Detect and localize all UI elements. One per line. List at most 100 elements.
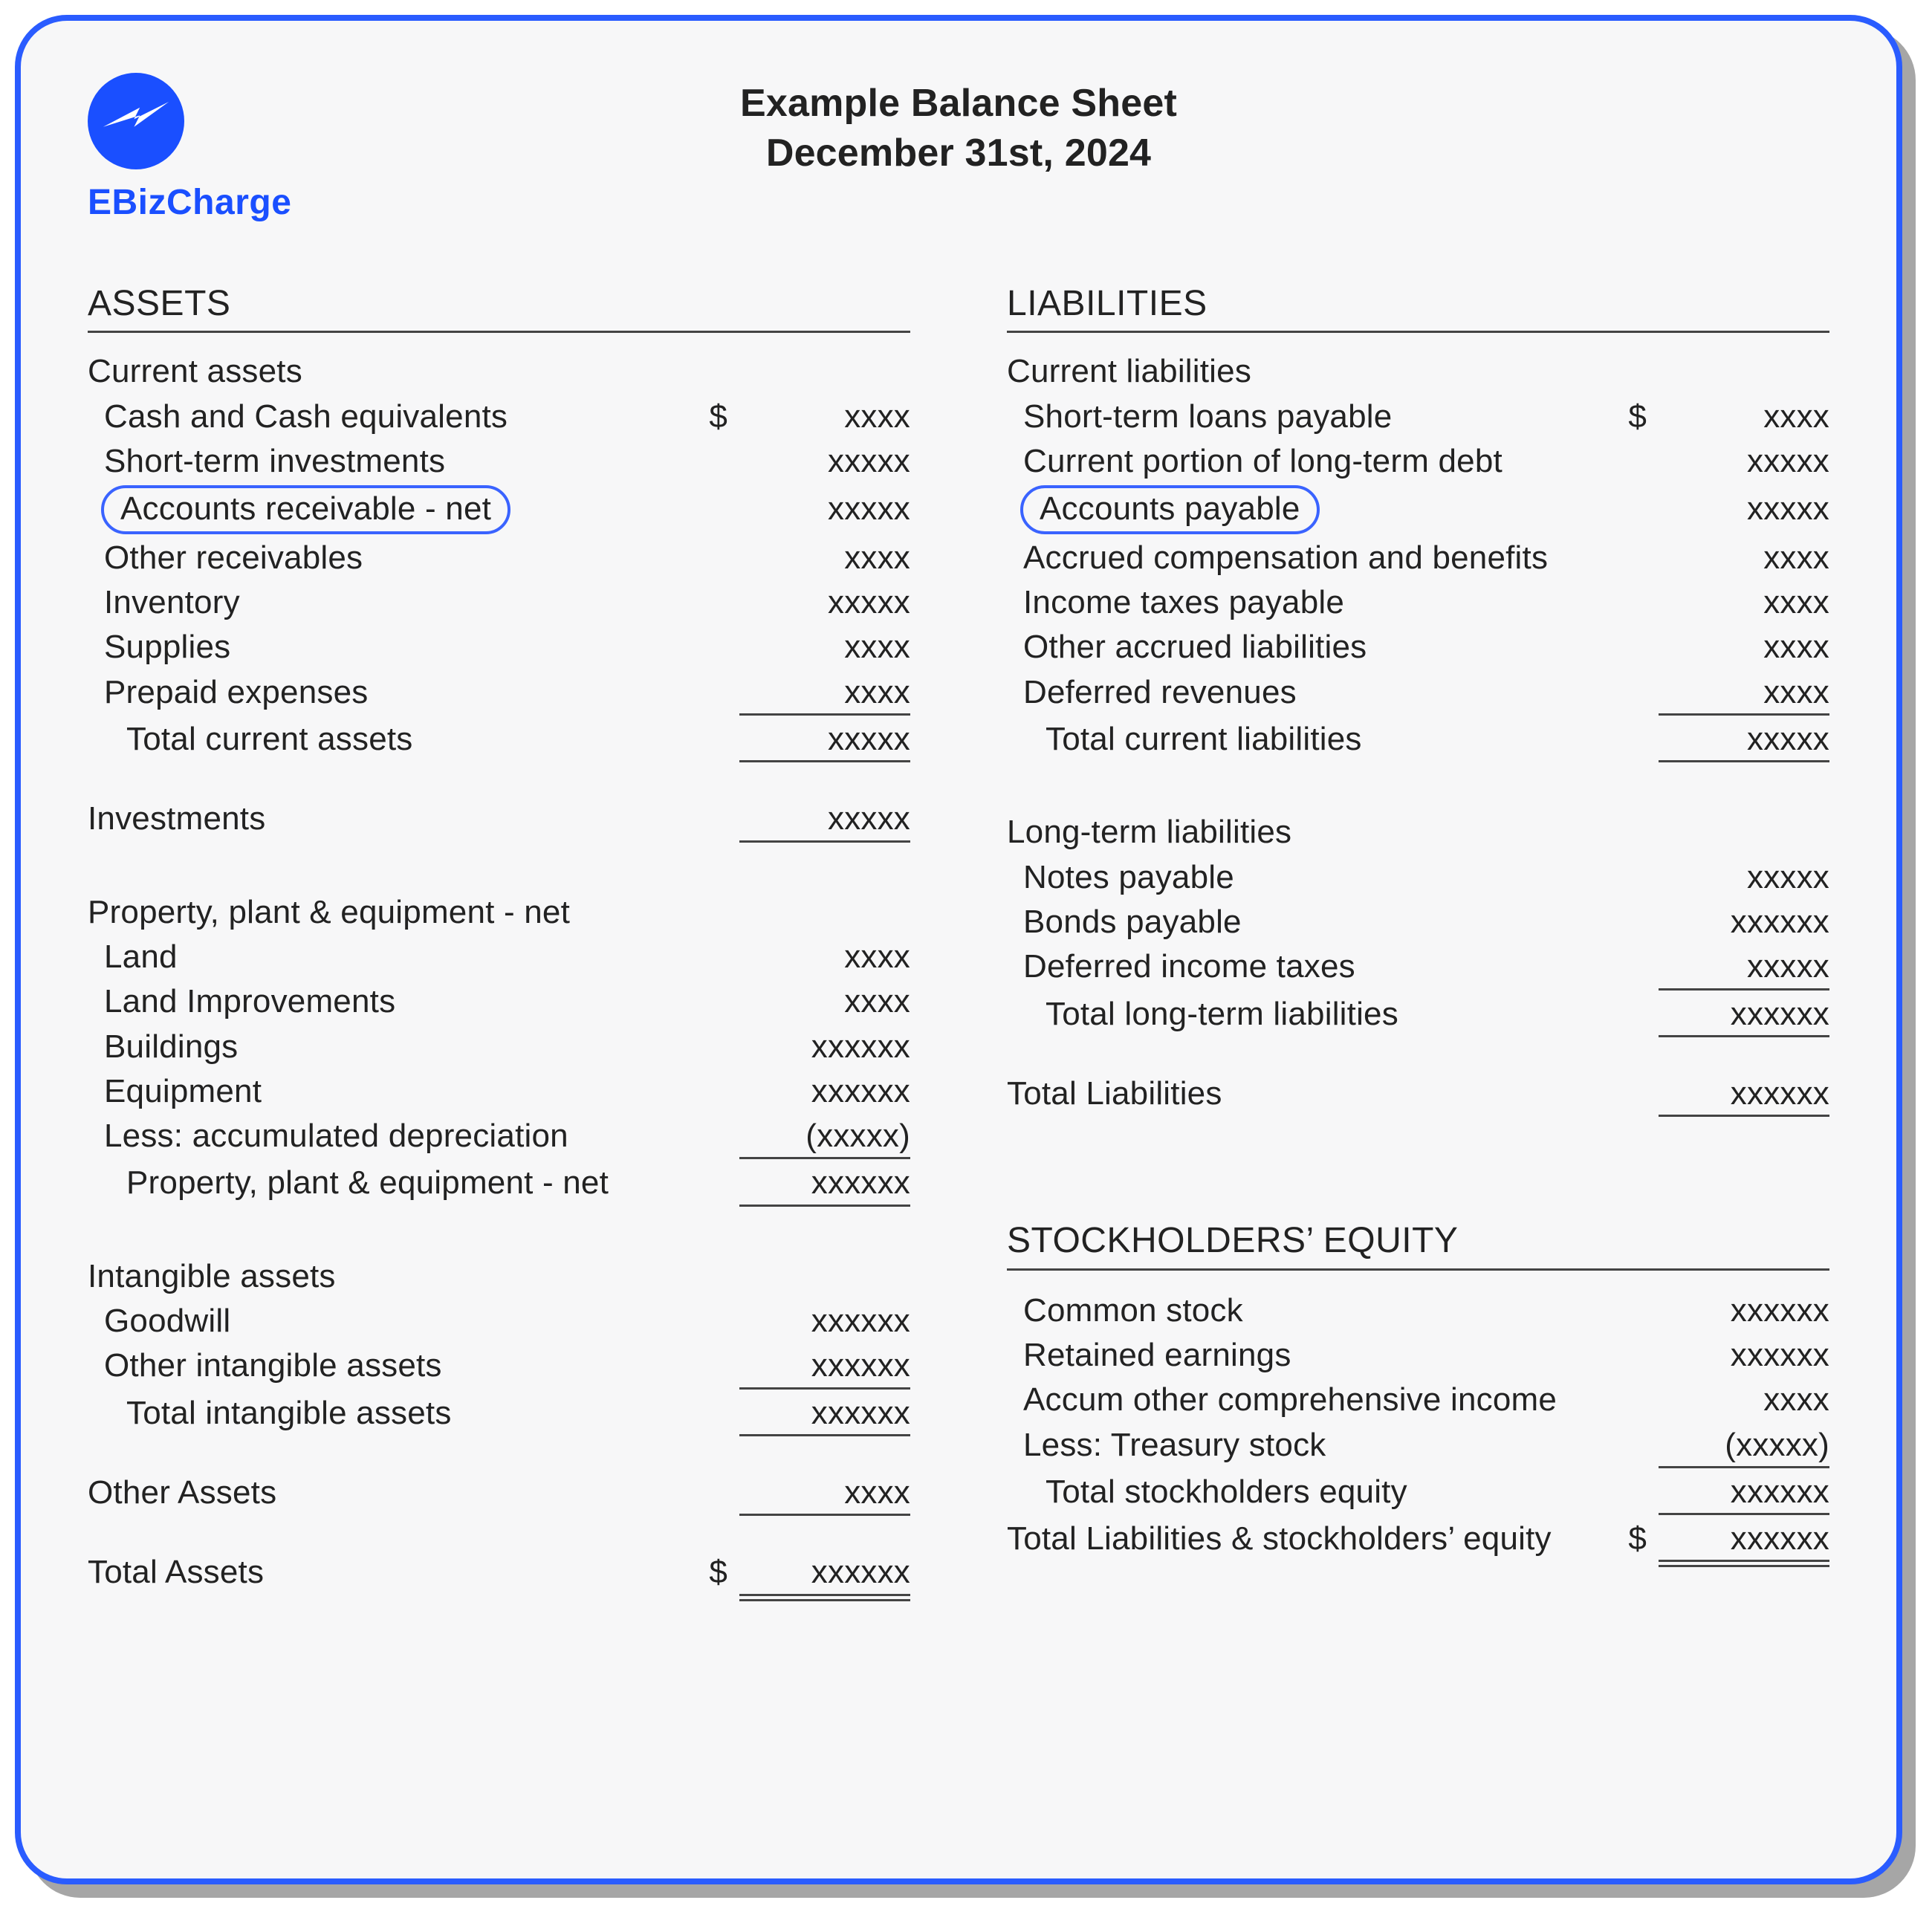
line-value: xxxx: [739, 936, 910, 978]
line-item: Short-term investments xxxxx: [88, 439, 910, 484]
line-value: xxxx: [1659, 537, 1829, 579]
line-item: Deferred income taxesxxxxx: [1007, 944, 1829, 991]
line-item: Prepaid expenses xxxx: [88, 670, 910, 717]
current-assets-title: Current assets: [88, 351, 910, 392]
line-label: Equipment: [88, 1071, 683, 1112]
columns: ASSETS Current assets Cash and Cash equi…: [88, 281, 1829, 1598]
intangibles-rows: Goodwill xxxxxxOther intangible assetsxxx…: [88, 1299, 910, 1391]
line-item: Other receivablesxxxx: [88, 536, 910, 580]
line-item: Accounts payable xxxxx: [1007, 484, 1829, 535]
intangibles-group: Intangible assets Goodwill xxxxxxOther in…: [88, 1256, 910, 1438]
line-value: xxxxxx: [739, 1393, 910, 1436]
line-value: xxxxx: [1659, 488, 1829, 530]
line-value: xxxxxx: [1659, 993, 1829, 1037]
line-value: xxxxx: [1659, 719, 1829, 762]
line-item: Short-term loans payable $ xxxx: [1007, 395, 1829, 439]
line-label: Income taxes payable: [1007, 582, 1602, 623]
line-label: Less: Treasury stock: [1007, 1424, 1602, 1466]
line-item: Total long-term liabilities xxxxxx: [1007, 992, 1829, 1039]
line-item: Total intangible assetsxxxxxx: [88, 1391, 910, 1438]
current-assets-total: Total current assetsxxxxx: [88, 717, 910, 764]
line-item: Land xxxx: [88, 935, 910, 979]
line-value: xxxxxx: [739, 1345, 910, 1389]
line-value: xxxx: [1659, 396, 1829, 438]
intangibles-total: Total intangible assetsxxxxxx: [88, 1391, 910, 1438]
line-item: Equipment xxxxxx: [88, 1069, 910, 1114]
title: Example Balance Sheet December 31st, 202…: [88, 79, 1829, 178]
line-label: Supplies: [88, 626, 683, 668]
line-value: xxxxx: [739, 798, 910, 842]
line-value: xxxxx: [1659, 946, 1829, 990]
line-label: Inventory: [88, 582, 683, 623]
line-item: Total Assets $ xxxxxx: [88, 1550, 910, 1597]
line-label: Accounts receivable - net: [88, 485, 683, 534]
line-label: Prepaid expenses: [88, 672, 683, 713]
ppe-title: Property, plant & equipment - net: [88, 892, 910, 933]
line-item: Total stockholders equityxxxxxx: [1007, 1470, 1829, 1517]
line-item: Less: accumulated depreciation(xxxxx): [88, 1114, 910, 1161]
line-value: xxxxx: [739, 719, 910, 762]
line-label: Accounts payable: [1007, 485, 1602, 534]
line-item: Notes payable xxxxx: [1007, 855, 1829, 900]
line-value: xxxxxx: [1659, 1290, 1829, 1332]
long-term-liabilities-total: Total long-term liabilities xxxxxx: [1007, 992, 1829, 1039]
current-liabilities-rows: Short-term loans payable $ xxxx Current por…: [1007, 395, 1829, 717]
line-label: Land: [88, 936, 683, 978]
header: EBizCharge Example Balance Sheet Decembe…: [88, 73, 1829, 236]
long-term-liabilities-rows: Notes payable xxxxx Bonds payable xxxxxxDef…: [1007, 855, 1829, 992]
line-item: Inventory xxxxx: [88, 580, 910, 625]
line-label: Total stockholders equity: [1007, 1471, 1602, 1513]
currency-symbol: $: [695, 1552, 727, 1593]
line-label: Other Assets: [88, 1472, 683, 1514]
line-label: Short-term loans payable: [1007, 396, 1602, 438]
line-value: xxxx: [739, 672, 910, 716]
line-item: Total Liabilitiesxxxxxx: [1007, 1072, 1829, 1118]
line-item: Other intangible assetsxxxxxx: [88, 1343, 910, 1390]
line-label: Total Assets: [88, 1552, 683, 1593]
line-value: xxxx: [739, 626, 910, 668]
line-value: xxxxx: [739, 582, 910, 623]
line-label: Cash and Cash equivalents: [88, 396, 683, 438]
line-item: Common stockxxxxxx: [1007, 1288, 1829, 1333]
line-label: Bonds payable: [1007, 901, 1602, 943]
liabilities-heading: LIABILITIES: [1007, 281, 1829, 333]
line-item: Accounts receivable - netxxxxx: [88, 484, 910, 535]
line-label: Land Improvements: [88, 981, 683, 1022]
line-label: Short-term investments: [88, 441, 683, 482]
line-label: Notes payable: [1007, 857, 1602, 898]
intangibles-title: Intangible assets: [88, 1256, 910, 1297]
line-item: Total Liabilities & stockholders’ equity…: [1007, 1517, 1829, 1563]
line-label: Current portion of long-term debt: [1007, 441, 1602, 482]
currency-symbol: $: [1614, 396, 1647, 438]
current-assets-rows: Cash and Cash equivalents$xxxxShort-term…: [88, 395, 910, 717]
long-term-liabilities-group: Long-term liabilities Notes payable xxxxx…: [1007, 811, 1829, 1039]
line-label: Goodwill: [88, 1300, 683, 1342]
line-value: xxxx: [1659, 1379, 1829, 1421]
line-item: Supplies xxxx: [88, 625, 910, 670]
line-item: Bonds payable xxxxxx: [1007, 900, 1829, 944]
long-term-liabilities-title: Long-term liabilities: [1007, 811, 1829, 853]
line-label: Total long-term liabilities: [1007, 993, 1602, 1035]
line-value: xxxxxx: [1659, 1518, 1829, 1562]
equity-group: Common stockxxxxxxRetained earningsxxxxx…: [1007, 1288, 1829, 1517]
line-value: xxxxx: [1659, 857, 1829, 898]
line-value: xxxxxx: [739, 1300, 910, 1342]
line-value: xxxxxx: [1659, 901, 1829, 943]
line-item: Property, plant & equipment - netxxxxxx: [88, 1161, 910, 1207]
line-value: xxxxxx: [739, 1071, 910, 1112]
line-value: xxxx: [1659, 582, 1829, 623]
line-value: xxxxxx: [739, 1552, 910, 1595]
line-value: xxxxxx: [1659, 1073, 1829, 1117]
line-label: Other accrued liabilities: [1007, 626, 1602, 668]
title-line-2: December 31st, 2024: [88, 129, 1829, 178]
line-label: Accrued compensation and benefits: [1007, 537, 1602, 579]
ppe-rows: LandxxxxLand ImprovementsxxxxBuildingsxx…: [88, 935, 910, 1161]
current-liabilities-total: Total current liabilitiesxxxxx: [1007, 717, 1829, 764]
other-assets-row: Other Assetsxxxx: [88, 1471, 910, 1517]
line-item: Investmentsxxxxx: [88, 797, 910, 843]
total-liabilities-row: Total Liabilitiesxxxxxx: [1007, 1072, 1829, 1118]
line-value: xxxxx: [739, 441, 910, 482]
equity-total: Total stockholders equityxxxxxx: [1007, 1470, 1829, 1517]
current-liabilities-title: Current liabilities: [1007, 351, 1829, 392]
investments-row: Investmentsxxxxx: [88, 797, 910, 843]
